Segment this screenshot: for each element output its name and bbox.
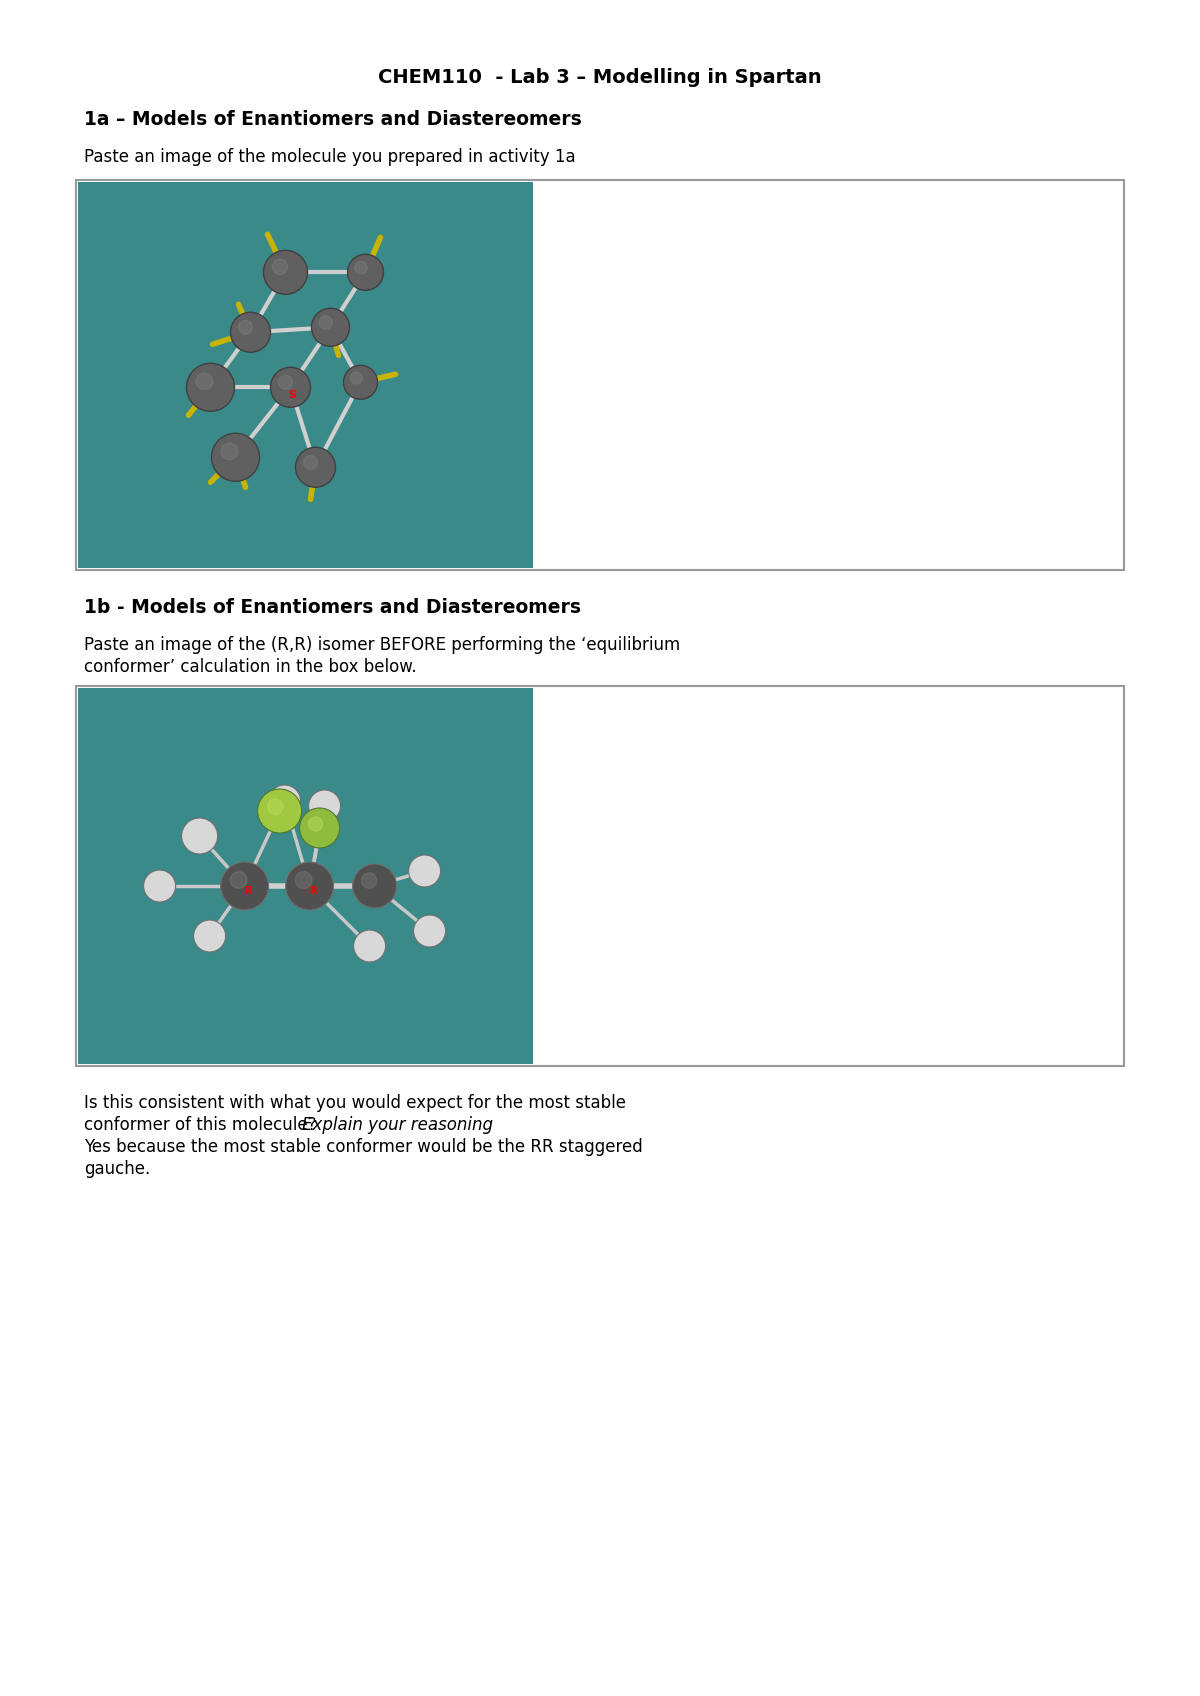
Circle shape [414, 916, 445, 946]
Circle shape [258, 789, 301, 833]
Bar [76, 685, 1124, 1067]
Circle shape [221, 862, 269, 911]
Circle shape [278, 375, 293, 390]
Circle shape [186, 363, 234, 412]
Circle shape [211, 432, 259, 482]
Bar [76, 180, 1124, 570]
Circle shape [312, 309, 349, 346]
Text: gauche.: gauche. [84, 1160, 150, 1179]
Text: Is this consistent with what you would expect for the most stable: Is this consistent with what you would e… [84, 1094, 626, 1113]
Circle shape [355, 261, 367, 275]
Text: conformer of this molecule?: conformer of this molecule? [84, 1116, 322, 1135]
Circle shape [350, 371, 362, 383]
Text: conformer’ calculation in the box below.: conformer’ calculation in the box below. [84, 658, 416, 677]
Circle shape [230, 872, 247, 889]
Text: Yes because the most stable conformer would be the RR staggered: Yes because the most stable conformer wo… [84, 1138, 643, 1157]
Circle shape [361, 873, 377, 889]
Circle shape [354, 929, 385, 962]
Text: R: R [244, 885, 251, 895]
Circle shape [353, 863, 396, 907]
Text: 1b - Models of Enantiomers and Diastereomers: 1b - Models of Enantiomers and Diastereo… [84, 599, 581, 617]
Circle shape [286, 862, 334, 911]
Bar [78, 689, 533, 1063]
Circle shape [196, 373, 212, 390]
Circle shape [308, 817, 323, 831]
Circle shape [269, 785, 301, 817]
Circle shape [268, 799, 283, 814]
Circle shape [144, 870, 175, 902]
Circle shape [348, 254, 384, 290]
Circle shape [343, 365, 378, 399]
Circle shape [193, 919, 226, 951]
Circle shape [272, 259, 288, 275]
Circle shape [300, 807, 340, 848]
Text: S: S [288, 390, 296, 400]
Text: .: . [432, 1116, 437, 1135]
Text: Paste an image of the molecule you prepared in activity 1a: Paste an image of the molecule you prepa… [84, 148, 576, 166]
Text: Explain your reasoning: Explain your reasoning [302, 1116, 493, 1135]
Circle shape [221, 443, 238, 460]
Circle shape [239, 321, 252, 334]
Circle shape [319, 315, 332, 329]
Circle shape [230, 312, 270, 353]
Text: R: R [308, 885, 317, 895]
Text: Paste an image of the (R,R) isomer BEFORE performing the ‘equilibrium: Paste an image of the (R,R) isomer BEFOR… [84, 636, 680, 655]
Circle shape [295, 872, 312, 889]
Circle shape [304, 455, 318, 470]
Bar [78, 181, 533, 568]
Circle shape [295, 448, 336, 487]
Text: 1a – Models of Enantiomers and Diastereomers: 1a – Models of Enantiomers and Diastereo… [84, 110, 582, 129]
Circle shape [308, 790, 341, 823]
Circle shape [264, 251, 307, 295]
Circle shape [408, 855, 440, 887]
Circle shape [181, 817, 217, 855]
Circle shape [270, 368, 311, 407]
Text: CHEM110  - Lab 3 – Modelling in Spartan: CHEM110 - Lab 3 – Modelling in Spartan [378, 68, 822, 86]
